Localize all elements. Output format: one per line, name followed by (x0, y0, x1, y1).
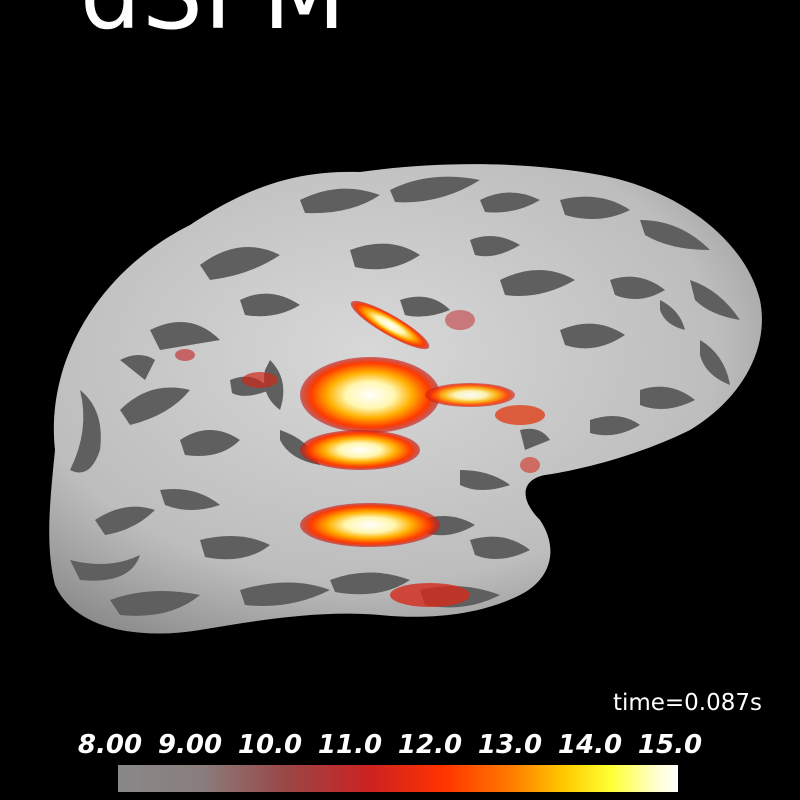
colorbar-tick: 12.0 (397, 730, 463, 760)
colorbar-tick: 14.0 (557, 730, 623, 760)
activation-overlay (175, 300, 545, 607)
colorbar-tick: 11.0 (317, 730, 383, 760)
colorbar-tick: 8.00 (77, 730, 143, 760)
plot-title: dSPM (80, 0, 347, 53)
colorbar-ticks: 8.00 9.00 10.0 11.0 12.0 13.0 14.0 15.0 (78, 730, 718, 762)
colorbar-tick: 9.00 (157, 730, 223, 760)
colorbar (118, 765, 678, 792)
colorbar-tick: 15.0 (637, 730, 703, 760)
colorbar-tick: 10.0 (237, 730, 303, 760)
time-label: time=0.087s (612, 690, 762, 716)
colorbar-tick: 13.0 (477, 730, 543, 760)
